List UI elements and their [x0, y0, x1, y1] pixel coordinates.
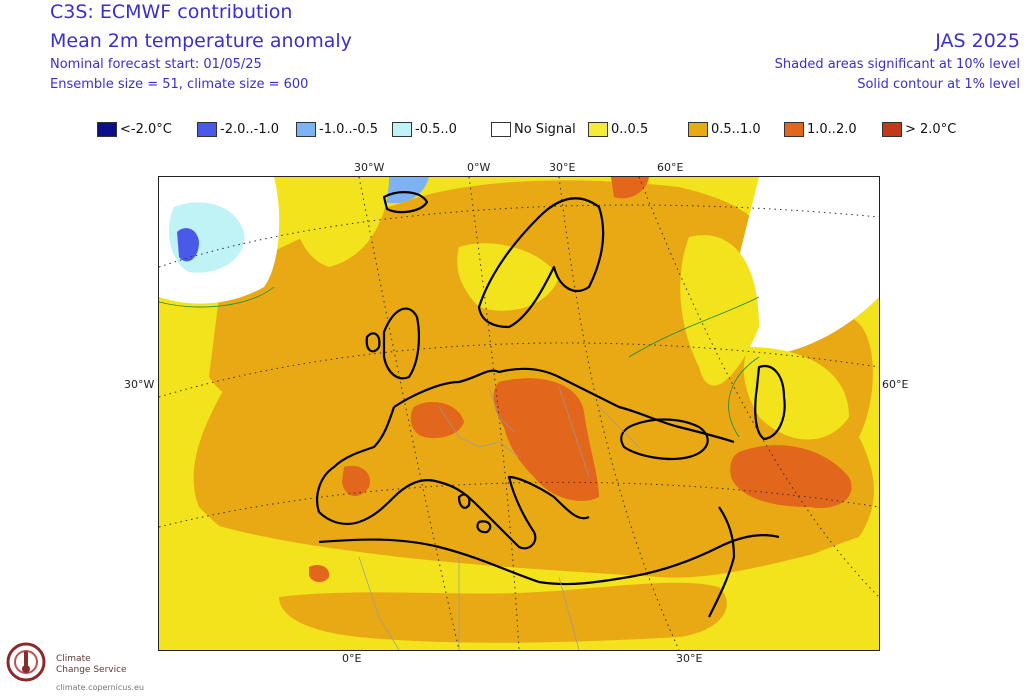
chart-subtitle: Mean 2m temperature anomaly [50, 30, 352, 52]
legend-item: -1.0..-0.5 [296, 122, 378, 137]
contour-note: Solid contour at 1% level [857, 77, 1020, 92]
graticule [159, 177, 879, 650]
africa-coast [318, 533, 780, 586]
grid-label-bottom: 0°E [342, 652, 362, 665]
forecast-start: Nominal forecast start: 01/05/25 [50, 57, 262, 72]
hot-france [410, 402, 464, 439]
legend-item: No Signal [491, 122, 576, 137]
legend-swatch [296, 122, 316, 137]
british-isles-coast [365, 307, 420, 380]
coastlines [316, 191, 786, 618]
legend-item: -2.0..-1.0 [197, 122, 279, 137]
legend-label: 0..0.5 [611, 122, 649, 137]
legend-label: <-2.0°C [120, 122, 172, 137]
map-canvas [159, 177, 879, 650]
europe-coast [316, 367, 735, 550]
climate-change-service-icon [6, 642, 46, 682]
logo-line1: Climate [56, 654, 91, 664]
levant-coast [708, 506, 736, 618]
legend-item: > 2.0°C [882, 122, 956, 137]
significance-contours [159, 286, 760, 438]
grid-label-top: 0°W [467, 161, 491, 174]
legend-swatch [882, 122, 902, 137]
legend-item: 0..0.5 [588, 122, 648, 137]
significance-note: Shaded areas significant at 10% level [774, 57, 1020, 72]
yellow-strip-baltic [457, 243, 559, 311]
cold-patch [177, 228, 199, 262]
anomaly-map [158, 176, 880, 651]
hot-north-russia [611, 177, 649, 199]
legend-label: -0.5..0 [415, 122, 457, 137]
legend-swatch [588, 122, 608, 137]
legend-swatch [392, 122, 412, 137]
grid-label-top: 30°W [354, 161, 385, 174]
legend-label: > 2.0°C [905, 122, 957, 137]
legend-item: <-2.0°C [97, 122, 172, 137]
yellow-caspian [743, 347, 849, 440]
med-islands [457, 493, 492, 534]
logo-line2: Change Service [56, 665, 127, 675]
hot-iberia [342, 465, 370, 497]
logo-url: climate.copernicus.eu [56, 683, 145, 692]
chart-title: C3S: ECMWF contribution [50, 1, 293, 23]
legend-item: 1.0..2.0 [784, 122, 857, 137]
yellow-strip-russia [680, 235, 759, 386]
grid-label-right: 60°E [882, 378, 909, 391]
legend-label: 1.0..2.0 [807, 122, 857, 137]
legend-item: -0.5..0 [392, 122, 457, 137]
warm-region-atlantic [209, 293, 366, 411]
legend: <-2.0°C -2.0..-1.0 -1.0..-0.5 -0.5..0 No… [0, 122, 1024, 142]
hot-central-europe [493, 378, 599, 501]
legend-label: No Signal [514, 122, 576, 137]
orange-sahara [279, 582, 727, 643]
ensemble-size: Ensemble size = 51, climate size = 600 [50, 77, 309, 92]
legend-swatch [97, 122, 117, 137]
legend-swatch [197, 122, 217, 137]
country-borders [358, 386, 640, 650]
iceland-coast [382, 191, 429, 214]
caspian-coast [754, 364, 786, 441]
grid-label-top: 60°E [657, 161, 684, 174]
legend-swatch [688, 122, 708, 137]
legend-swatch [491, 122, 511, 137]
legend-item: 0.5..1.0 [688, 122, 761, 137]
legend-swatch [784, 122, 804, 137]
copernicus-logo: Climate Change Service climate.copernicu… [4, 638, 164, 694]
no-signal-ne [730, 177, 879, 357]
black-sea-coast [620, 418, 709, 461]
legend-label: 0.5..1.0 [711, 122, 761, 137]
legend-label: -2.0..-1.0 [220, 122, 279, 137]
grid-label-left: 30°W [124, 378, 155, 391]
season-label: JAS 2025 [935, 30, 1020, 52]
grid-label-top: 30°E [549, 161, 576, 174]
hot-sahara [309, 565, 330, 583]
legend-label: -1.0..-0.5 [319, 122, 378, 137]
grid-label-bottom: 30°E [676, 652, 703, 665]
scandinavia-coast [477, 197, 605, 329]
